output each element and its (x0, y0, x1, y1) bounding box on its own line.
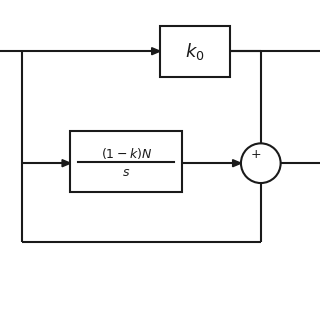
Bar (160, 26, 230, 77)
Text: +: + (251, 148, 261, 161)
Circle shape (241, 143, 281, 183)
Polygon shape (62, 160, 70, 167)
Bar (70, 131, 182, 192)
Text: $(1-k)N$: $(1-k)N$ (101, 146, 152, 161)
Polygon shape (152, 48, 160, 55)
Text: $k_0$: $k_0$ (185, 41, 205, 62)
Text: $s$: $s$ (122, 166, 131, 179)
Polygon shape (233, 160, 241, 167)
